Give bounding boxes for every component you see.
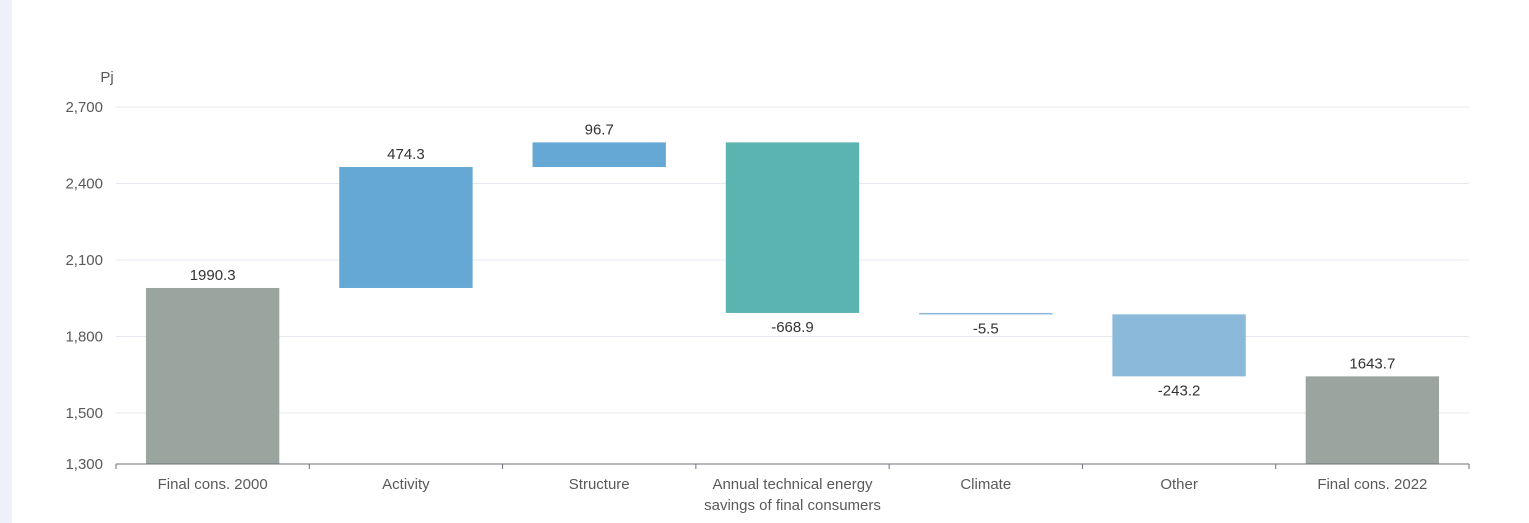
bar-data-label: -5.5 — [973, 320, 999, 337]
x-category-label-line: Climate — [960, 476, 1011, 493]
x-category-label-line: savings of final consumers — [704, 497, 881, 514]
y-tick-label: 2,400 — [65, 176, 103, 193]
bar-data-label: 474.3 — [387, 146, 425, 163]
y-tick-label: 2,100 — [65, 252, 103, 269]
x-category-label: Structure — [569, 476, 630, 493]
bar-data-label: 1990.3 — [190, 267, 236, 284]
x-category-label: Climate — [960, 476, 1011, 493]
bar-data-label: -243.2 — [1158, 382, 1201, 399]
x-category-label: Final cons. 2000 — [158, 476, 268, 493]
y-tick-label: 1,800 — [65, 329, 103, 346]
x-category-label-line: Final cons. 2000 — [158, 476, 268, 493]
x-category-label-line: Activity — [382, 476, 430, 493]
delta-bar — [919, 312, 1053, 315]
left-rail — [0, 0, 12, 523]
delta-bar — [1112, 314, 1246, 377]
y-tick-label: 1,300 — [65, 456, 103, 473]
total-bar — [1305, 376, 1440, 464]
x-category-label-line: Structure — [569, 476, 630, 493]
x-category-label-line: Final cons. 2022 — [1317, 476, 1427, 493]
delta-bar — [725, 142, 860, 313]
x-category-label-line: Annual technical energy — [712, 476, 873, 493]
y-tick-label: 2,700 — [65, 99, 103, 116]
bar-data-label: 96.7 — [585, 121, 614, 138]
x-category-label: Other — [1160, 476, 1198, 493]
bar-data-label: -668.9 — [771, 319, 814, 336]
x-category-label: Annual technical energy savings of final … — [704, 476, 881, 514]
x-category-label: Activity — [382, 476, 430, 493]
bar-layer: 1990.3 474.3 96.7 -668.9 -5.5 -243.2 1643.7 — [145, 121, 1440, 464]
delta-bar — [532, 142, 666, 168]
total-bar — [145, 287, 280, 464]
x-category-label: Final cons. 2022 — [1317, 476, 1427, 493]
axis-layer: 1,300 1,500 1,800 2,100 2,400 2,700 Final cons… — [65, 99, 1470, 514]
bar-data-label: 1643.7 — [1349, 355, 1395, 372]
delta-bar — [339, 167, 473, 288]
y-axis-unit-label: Pj — [100, 69, 113, 86]
y-tick-label: 1,500 — [65, 405, 103, 422]
x-category-label-line: Other — [1160, 476, 1198, 493]
